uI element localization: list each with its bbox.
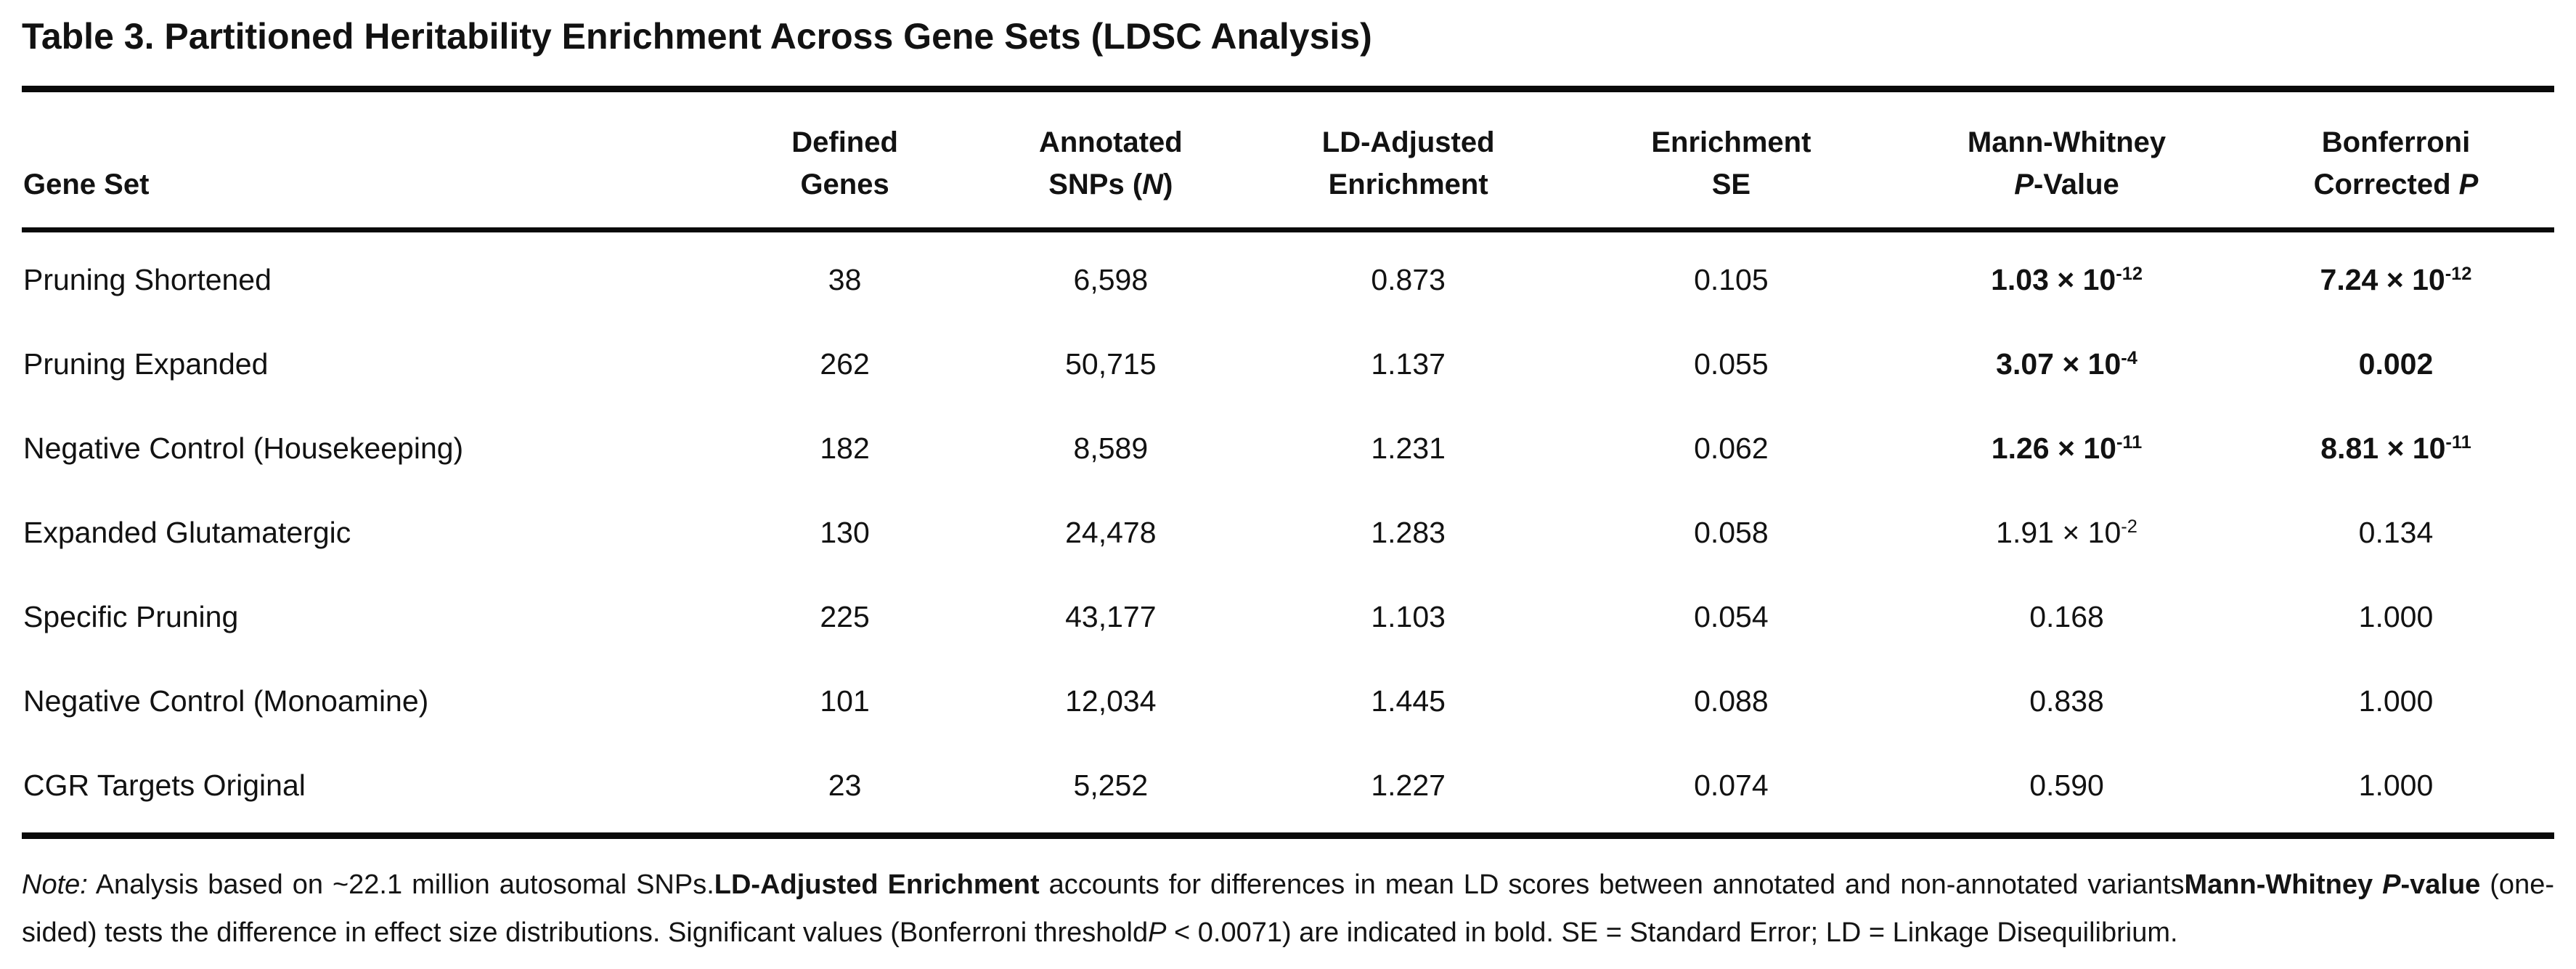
note-segment: Analysis based on ~22.1 million autosoma… (87, 869, 714, 900)
note-segment: -value (2400, 869, 2481, 900)
column-header-label: Bonferroni (2321, 126, 2471, 158)
cell-gene-set: Negative Control (Housekeeping) (23, 431, 464, 465)
cell-enrichment-se: 0.058 (1694, 515, 1769, 549)
cell-gene-set: CGR Targets Original (23, 768, 306, 802)
column-header-label-italic: P (2014, 168, 2034, 200)
table-row: Negative Control (Housekeeping) 182 8,58… (22, 407, 2554, 491)
cell-gene-set: Pruning Shortened (23, 262, 272, 296)
cell-mann-whitney-p-value: 1.26 × 10-11 (1991, 431, 2143, 465)
cell-annotated-snps: 8,589 (1073, 431, 1149, 465)
table-row: Expanded Glutamatergic 130 24,478 1.283 … (22, 491, 2554, 575)
cell-gene-set: Expanded Glutamatergic (23, 515, 351, 549)
column-header-label-italic: P (2458, 168, 2479, 200)
column-header-mann-whitney-p: Mann-Whitney P-Value (1896, 89, 2238, 232)
column-header-label: Mann-Whitney (1967, 126, 2167, 158)
cell-defined-genes: 38 (828, 262, 862, 296)
note-segment: Mann-Whitney (2184, 869, 2383, 900)
table-body: Pruning Shortened 38 6,598 0.873 0.105 1… (22, 230, 2554, 835)
column-header-label: SNPs ( (1048, 168, 1143, 200)
column-header-label: Enrichment (1651, 126, 1811, 158)
cell-enrichment-se: 0.054 (1694, 599, 1769, 633)
cell-mann-whitney-p-value: 0.168 (2029, 599, 2104, 633)
column-header-enrichment-se: Enrichment SE (1566, 89, 1896, 232)
table-row: Negative Control (Monoamine) 101 12,034 … (22, 660, 2554, 744)
column-header-ld-adjusted-enrichment: LD-Adjusted Enrichment (1250, 89, 1567, 232)
note-segment: P (1148, 917, 1167, 948)
note-segment: LD-Adjusted Enrichment (714, 869, 1040, 900)
note-segment: Note: (22, 869, 88, 900)
cell-annotated-snps: 24,478 (1065, 515, 1157, 549)
cell-bonferroni-corrected-p: 1.000 (2358, 599, 2434, 633)
column-header-label: -Value (2033, 168, 2119, 200)
note-segment: < 0.0071) are indicated in bold. SE = St… (1166, 917, 2178, 948)
cell-defined-genes: 101 (820, 684, 870, 718)
column-header-gene-set: Gene Set (22, 89, 719, 232)
cell-ld-adjusted-enrichment: 1.137 (1371, 346, 1446, 381)
column-header-label-italic: N (1142, 168, 1164, 200)
cell-defined-genes: 23 (828, 768, 862, 802)
cell-annotated-snps: 43,177 (1065, 599, 1157, 633)
cell-defined-genes: 225 (820, 599, 870, 633)
cell-bonferroni-corrected-p: 1.000 (2358, 684, 2434, 718)
cell-gene-set: Specific Pruning (23, 599, 239, 633)
table-row: Specific Pruning 225 43,177 1.103 0.054 … (22, 575, 2554, 660)
cell-enrichment-se: 0.105 (1694, 262, 1769, 296)
table-note: Note: Analysis based on ~22.1 million au… (22, 861, 2554, 957)
cell-gene-set: Negative Control (Monoamine) (23, 684, 429, 718)
note-segment: accounts for differences in mean LD scor… (1039, 869, 2185, 900)
cell-defined-genes: 182 (820, 431, 870, 465)
column-header-label: SE (1711, 168, 1751, 200)
cell-ld-adjusted-enrichment: 1.283 (1371, 515, 1446, 549)
cell-bonferroni-corrected-p: 7.24 × 10-12 (2320, 262, 2472, 296)
cell-bonferroni-corrected-p: 1.000 (2358, 768, 2434, 802)
cell-mann-whitney-p-value: 0.590 (2029, 768, 2104, 802)
cell-annotated-snps: 6,598 (1073, 262, 1149, 296)
cell-gene-set: Pruning Expanded (23, 346, 269, 381)
column-header-label: Enrichment (1328, 168, 1488, 200)
cell-enrichment-se: 0.055 (1694, 346, 1769, 381)
cell-ld-adjusted-enrichment: 1.227 (1371, 768, 1446, 802)
column-header-label: Genes (800, 168, 889, 200)
table-row: CGR Targets Original 23 5,252 1.227 0.07… (22, 744, 2554, 836)
column-header-label: Gene Set (23, 168, 150, 200)
column-header-defined-genes: Defined Genes (718, 89, 971, 232)
cell-mann-whitney-p-value: 1.91 × 10-2 (1996, 515, 2137, 549)
column-header-label: ) (1163, 168, 1173, 200)
cell-enrichment-se: 0.062 (1694, 431, 1769, 465)
column-header-annotated-snps: Annotated SNPs (N) (971, 89, 1250, 232)
cell-mann-whitney-p-value: 0.838 (2029, 684, 2104, 718)
cell-enrichment-se: 0.088 (1694, 684, 1769, 718)
column-header-bonferroni-p: Bonferroni Corrected P (2237, 89, 2554, 232)
cell-annotated-snps: 50,715 (1065, 346, 1157, 381)
table-row: Pruning Expanded 262 50,715 1.137 0.055 … (22, 323, 2554, 407)
note-segment: P (2382, 869, 2401, 900)
cell-defined-genes: 262 (820, 346, 870, 381)
column-header-label: Annotated (1038, 126, 1183, 158)
cell-defined-genes: 130 (820, 515, 870, 549)
cell-ld-adjusted-enrichment: 1.103 (1371, 599, 1446, 633)
cell-enrichment-se: 0.074 (1694, 768, 1769, 802)
cell-annotated-snps: 12,034 (1065, 684, 1157, 718)
table-row: Pruning Shortened 38 6,598 0.873 0.105 1… (22, 230, 2554, 323)
cell-mann-whitney-p-value: 1.03 × 10-12 (1991, 262, 2143, 296)
cell-ld-adjusted-enrichment: 1.445 (1371, 684, 1446, 718)
cell-ld-adjusted-enrichment: 1.231 (1371, 431, 1446, 465)
column-header-label: LD-Adjusted (1321, 126, 1495, 158)
cell-bonferroni-corrected-p: 8.81 × 10-11 (2320, 431, 2471, 465)
cell-annotated-snps: 5,252 (1073, 768, 1149, 802)
heritability-enrichment-table: Gene Set Defined Genes Annotated SNPs (N… (22, 85, 2554, 839)
note-segment: (one-sided) tests the difference in effe… (22, 869, 2554, 948)
cell-bonferroni-corrected-p: 0.002 (2358, 346, 2434, 381)
cell-ld-adjusted-enrichment: 0.873 (1371, 262, 1446, 296)
cell-bonferroni-corrected-p: 0.134 (2358, 515, 2434, 549)
cell-mann-whitney-p-value: 3.07 × 10-4 (1996, 346, 2137, 381)
table-title: Table 3. Partitioned Heritability Enrich… (22, 16, 1372, 57)
table-header: Gene Set Defined Genes Annotated SNPs (N… (22, 89, 2554, 232)
column-header-label: Defined (791, 126, 898, 158)
column-header-label: Corrected (2313, 168, 2459, 200)
